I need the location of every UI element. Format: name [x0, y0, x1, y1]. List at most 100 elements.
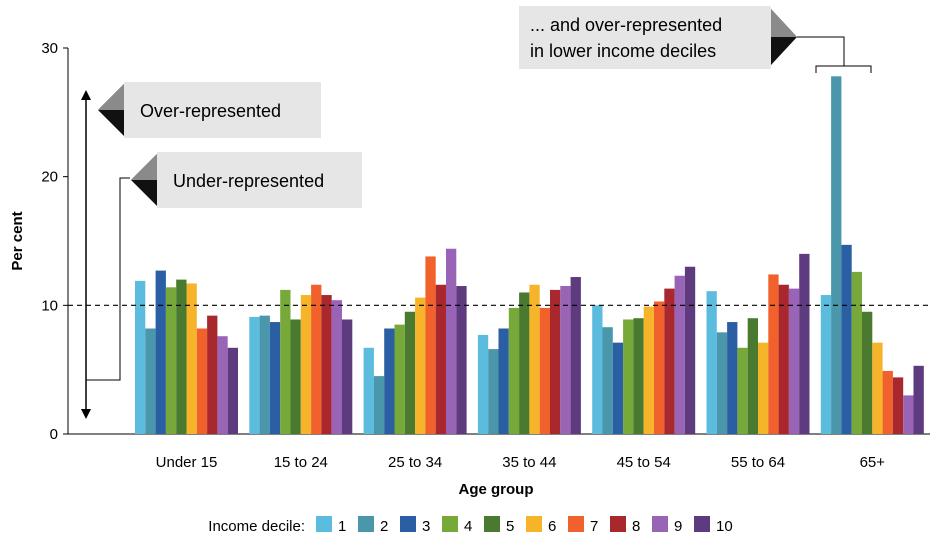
legend-label: 8 [632, 518, 640, 535]
bar [913, 365, 924, 434]
y-axis-title: Per cent [9, 211, 26, 270]
legend-title: Income decile: [208, 518, 305, 535]
legend-swatch [610, 516, 626, 532]
bar [529, 284, 540, 434]
lower-income-label-line-1: ... and over-represented [530, 15, 722, 35]
bar [654, 301, 665, 434]
x-tick-label: Under 15 [156, 454, 218, 471]
bar [570, 277, 581, 434]
bar [872, 342, 883, 434]
over-represented-callout-box [124, 82, 321, 138]
bar [831, 76, 842, 434]
bar [404, 311, 416, 434]
bar [415, 297, 426, 434]
bar [592, 305, 603, 434]
bar [560, 286, 571, 434]
x-tick-label: 25 to 34 [388, 454, 442, 471]
x-tick-label: 65+ [860, 454, 886, 471]
bar [311, 284, 322, 434]
legend-label: 10 [716, 518, 733, 535]
under-represented-callout-box [157, 152, 362, 208]
bar [664, 288, 675, 434]
legend-swatch [568, 516, 584, 532]
y-tick-label: 20 [41, 169, 58, 186]
bar [799, 253, 810, 434]
under-represented-callout-pointer-light [131, 154, 157, 180]
bar [321, 295, 332, 434]
bar [841, 244, 852, 434]
bar [269, 322, 281, 434]
bar [196, 328, 208, 434]
x-tick-label: 55 to 64 [731, 454, 785, 471]
bar [259, 315, 270, 434]
bar [176, 279, 187, 434]
bar [788, 288, 800, 434]
legend-label: 2 [380, 518, 388, 535]
bar [508, 307, 520, 434]
bar [290, 319, 301, 434]
y-tick-label: 0 [50, 426, 58, 443]
bar [892, 377, 904, 434]
bar [758, 342, 769, 434]
bar [165, 287, 177, 434]
x-tick-label: 15 to 24 [274, 454, 328, 471]
bar [747, 318, 758, 434]
legend-swatch [652, 516, 668, 532]
bar [394, 324, 405, 434]
legend-label: 5 [506, 518, 514, 535]
bar [331, 300, 342, 434]
bar [633, 318, 644, 434]
bar [820, 295, 832, 434]
bar [456, 286, 467, 434]
legend-swatch [316, 516, 332, 532]
bar [155, 270, 166, 434]
bar [300, 295, 312, 434]
bar [550, 289, 561, 434]
bar [716, 332, 728, 434]
bar [684, 266, 696, 434]
bar [207, 315, 218, 434]
lower-income-label-line-2: in lower income deciles [530, 41, 716, 61]
legend-swatch [694, 516, 710, 532]
bar [342, 319, 353, 434]
x-tick-label: 35 to 44 [502, 454, 556, 471]
bar [446, 248, 457, 434]
bar [851, 271, 862, 434]
x-axis-ticks: Under 15 15 to 24 25 to 34 35 to 44 45 to 54… [156, 454, 886, 471]
y-tick-label: 30 [41, 40, 58, 57]
under-represented-label: Under-represented [173, 171, 324, 191]
bar [477, 334, 489, 434]
over-represented-label: Over-represented [140, 101, 281, 121]
bar [280, 289, 291, 434]
y-tick-label: 10 [41, 297, 58, 314]
lower-income-callout-box [519, 6, 771, 69]
over-represented-callout-pointer-light [98, 84, 124, 110]
legend-swatch [400, 516, 416, 532]
bar [612, 342, 624, 434]
bar [227, 347, 238, 434]
legend: Income decile: 1 2 3 4 5 6 7 8 9 10 [208, 516, 733, 535]
x-axis-title: Age group [459, 481, 534, 498]
bar [249, 316, 260, 434]
bar [384, 328, 395, 434]
bar [425, 256, 436, 434]
bars [135, 76, 924, 434]
bar [778, 284, 789, 434]
bar [363, 347, 374, 434]
legend-label: 4 [464, 518, 472, 535]
bar [903, 395, 914, 434]
legend-label: 9 [674, 518, 682, 535]
legend-label: 3 [422, 518, 430, 535]
legend-label: 6 [548, 518, 556, 535]
legend-label: 7 [590, 518, 598, 535]
lower-income-callout-pointer-light [771, 9, 797, 37]
legend-swatch [442, 516, 458, 532]
bar [643, 306, 654, 434]
bar [519, 292, 530, 434]
lower-income-bracket [815, 65, 872, 73]
x-tick-label: 45 to 54 [617, 454, 671, 471]
lower-income-connector [797, 36, 845, 66]
bar [882, 370, 893, 434]
bar [135, 280, 146, 434]
under-represented-connector [86, 177, 130, 381]
